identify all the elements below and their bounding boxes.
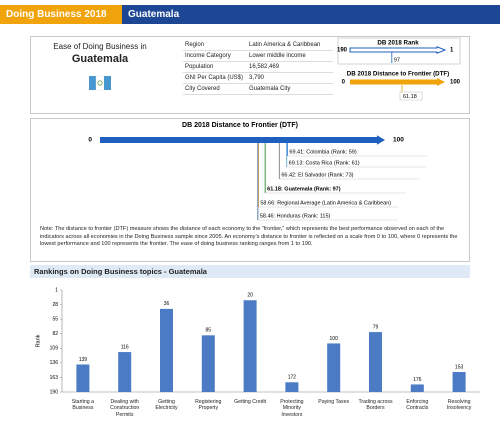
y-axis-label: Rank — [35, 334, 41, 347]
row: Region Latin America & Caribbean — [183, 40, 333, 51]
comparison-label: 69.41: Colombia (Rank: 59) — [289, 149, 356, 155]
comparison-label: 58.46: Honduras (Rank: 115) — [260, 213, 331, 219]
rank-box — [337, 37, 461, 65]
gauge-end: 1 — [450, 48, 454, 54]
cell: Lower middle income — [247, 50, 333, 62]
y-tick-label: 136 — [50, 360, 59, 366]
row: Income Category Lower middle income — [183, 50, 333, 62]
gauge-value: 97 — [394, 57, 400, 63]
header-bar: Doing Business 2018 Guatemala — [0, 5, 500, 24]
profile-economy: Guatemala — [71, 53, 129, 65]
comparison-end: 100 — [393, 137, 404, 144]
bar — [243, 300, 257, 392]
gauge-end: 100 — [450, 80, 461, 86]
gauge-value-box — [399, 91, 423, 101]
report-title: Doing Business 2018 — [0, 5, 122, 24]
dtf-arrow — [350, 78, 445, 86]
value-label: 116 — [121, 344, 129, 350]
bar — [410, 384, 424, 392]
cell: Latin America & Caribbean — [247, 40, 333, 51]
flag-stripe — [89, 76, 96, 90]
x-tick-label: Starting a Business — [71, 399, 94, 412]
cell: 16,582,469 — [247, 61, 333, 73]
note: Note: The distance to frontier (DTF) mea… — [40, 226, 458, 248]
y-tick-label: 163 — [50, 375, 59, 381]
value-label: 100 — [330, 336, 339, 342]
bar — [369, 332, 382, 392]
cell: Region — [183, 40, 247, 51]
value-label: 36 — [164, 301, 170, 307]
x-tick-label: Getting Credit — [234, 399, 267, 405]
value-label: 20 — [247, 293, 253, 299]
y-tick-label: 55 — [52, 316, 58, 322]
comparison-arrow — [100, 135, 385, 145]
comparison-title: DB 2018 Distance to Frontier (DTF) — [182, 122, 298, 129]
gauge-start: 0 — [342, 80, 346, 86]
x-tick-label: Resolving Insolvency — [446, 399, 472, 412]
x-tick-label: Getting Electricity — [155, 399, 178, 412]
flag-emblem — [97, 80, 103, 86]
comparison-label: 69.13: Costa Rica (Rank: 61) — [289, 160, 360, 166]
cell: GNI Per Capita (US$) — [183, 72, 247, 84]
row: Population 16,582,469 — [183, 61, 333, 73]
value-label: 85 — [206, 328, 212, 334]
flag-stripe — [104, 76, 111, 90]
y-tick-label: 82 — [52, 331, 58, 337]
flag-stripe — [95, 75, 105, 91]
bar — [118, 352, 132, 392]
value-label: 139 — [79, 357, 88, 363]
gauge-title: DB 2018 Rank — [377, 40, 419, 47]
value-label: 79 — [373, 324, 379, 330]
bar — [76, 364, 90, 392]
cell: City Covered — [183, 83, 247, 95]
bar — [160, 308, 173, 392]
bar — [201, 335, 215, 392]
value-label: 153 — [455, 364, 464, 370]
x-tick-label: Paying Taxes — [318, 399, 350, 405]
flag — [89, 75, 111, 91]
x-tick-label: Registering Property — [195, 399, 222, 412]
comparison-start: 0 — [88, 137, 92, 144]
y-tick-label: 1 — [55, 287, 58, 293]
y-tick-label: 190 — [50, 389, 59, 395]
bar — [327, 343, 341, 392]
profile-heading: Ease of Doing Business in — [53, 42, 147, 51]
bar — [452, 372, 466, 392]
comparison-label: 66.42: El Salvador (Rank: 73) — [281, 172, 353, 178]
y-tick-label: 109 — [50, 346, 59, 352]
row: GNI Per Capita (US$) 3,790 — [183, 72, 333, 84]
x-tick-label: Protecting Minority Investors — [280, 399, 304, 418]
comparison-label: 61.18: Guatemala (Rank: 97) — [267, 186, 341, 192]
cell: Income Category — [183, 50, 247, 62]
gauge-title: DB 2018 Distance to Frontier (DTF) — [347, 71, 449, 78]
profile-box — [30, 36, 470, 114]
gauge-start: 190 — [337, 48, 348, 54]
x-tick-label: Enforcing Contracts — [406, 399, 429, 412]
y-tick-label: 28 — [52, 302, 58, 308]
x-tick-label: Trading across Borders — [358, 399, 393, 412]
bar — [285, 382, 299, 392]
section-title: Rankings on Doing Business topics - Guat… — [30, 265, 470, 278]
cell: Guatemala City — [247, 83, 333, 95]
row: City Covered Guatemala City — [183, 83, 333, 95]
value-label: 172 — [288, 375, 297, 381]
value-label: 176 — [413, 377, 422, 383]
cell: Population — [183, 61, 247, 73]
rank-arrow — [349, 46, 447, 54]
cell: 3,790 — [247, 72, 333, 84]
comparison-label: 58.66: Regional Average (Latin America &… — [260, 200, 391, 206]
dtf-box — [30, 118, 470, 262]
economy-title: Guatemala — [128, 9, 180, 20]
profile-table: Region Latin America & Caribbean Income C… — [183, 40, 333, 95]
x-tick-label: Dealing with Construction Permits — [110, 399, 140, 418]
gauge-value: 61.18 — [403, 94, 417, 100]
